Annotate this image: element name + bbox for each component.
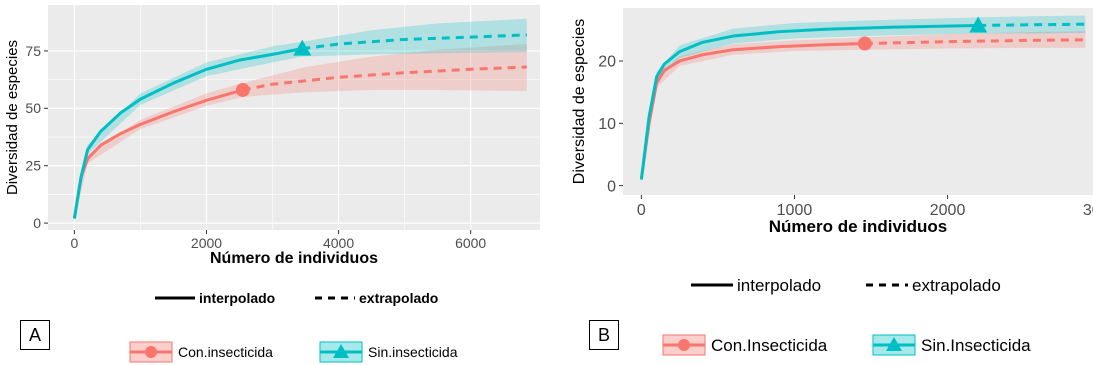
confidence-band-2 — [641, 15, 1086, 183]
panel-label-b: B — [589, 320, 619, 350]
y-tick-label: 0 — [33, 215, 41, 231]
extrapolated-line-1 — [864, 38, 1086, 46]
legend-label-extrapolado: extrapolado — [912, 276, 1001, 295]
y-tick-label: 25 — [25, 158, 41, 174]
observed-point-2 — [293, 39, 312, 56]
y-axis-title: Diversidad de especies — [4, 40, 21, 195]
x-tick-label: 2000 — [191, 235, 222, 251]
panel-label-a: A — [20, 320, 50, 350]
observed-point-2 — [969, 16, 988, 33]
chart-b-svg: 0 1000 2000 3000 0 10 20 Número de individuos Di… — [571, 8, 1093, 356]
legend-label-interpolado: interpolado — [199, 290, 275, 306]
y-tick-label: 50 — [25, 100, 41, 116]
observed-point-1 — [235, 82, 250, 97]
legend-key-marker-1 — [678, 339, 690, 351]
legend-label-interpolado: interpolado — [737, 276, 821, 295]
legend-label-series-2: Sin.Insecticida — [921, 336, 1031, 355]
x-axis-title: Número de individuos — [769, 217, 948, 236]
y-tick-label: 20 — [598, 54, 616, 71]
chart-a-svg: 0 2000 4000 6000 0 25 50 75 Número de individuos… — [4, 5, 540, 363]
plot-background — [48, 5, 540, 230]
x-axis-title: Número de individuos — [210, 250, 378, 267]
chart-panel-b: 0 1000 2000 3000 0 10 20 Número de individuos Di… — [548, 0, 1093, 365]
legend-label-series-1: Con.Insecticida — [711, 336, 828, 355]
extrapolated-line-2 — [302, 33, 527, 51]
legend-key-marker-2 — [333, 344, 349, 358]
plot-background — [623, 8, 1093, 195]
y-tick-label: 10 — [598, 116, 616, 133]
x-tick-label: 0 — [637, 202, 646, 219]
y-tick-label: 0 — [607, 178, 616, 195]
chart-panel-a: 0 2000 4000 6000 0 25 50 75 Número de individuos… — [0, 0, 540, 365]
x-tick-label: 6000 — [455, 235, 486, 251]
legend-label-extrapolado: extrapolado — [359, 290, 438, 306]
y-tick-label: 75 — [25, 43, 41, 59]
interpolated-line-2 — [72, 47, 303, 219]
legend-label-series-1: Con.insecticida — [178, 344, 273, 360]
x-tick-label: 4000 — [323, 235, 354, 251]
extrapolated-line-1 — [242, 65, 527, 92]
extrapolated-line-2 — [978, 22, 1086, 27]
confidence-band-1 — [74, 44, 527, 221]
x-tick-label: 2000 — [930, 202, 966, 219]
observed-point-1 — [857, 36, 872, 51]
confidence-band-1 — [641, 31, 1086, 183]
legend-label-series-2: Sin.insecticida — [368, 344, 458, 360]
legend-key-marker-1 — [145, 346, 157, 358]
x-tick-label: 3000 — [1083, 202, 1093, 219]
legend-key-marker-2 — [886, 337, 902, 351]
confidence-band-2 — [74, 18, 527, 221]
y-axis-title: Diversidad de especies — [571, 19, 588, 184]
interpolated-line-2 — [639, 23, 979, 180]
x-tick-label: 0 — [71, 235, 79, 251]
x-tick-label: 1000 — [777, 202, 813, 219]
